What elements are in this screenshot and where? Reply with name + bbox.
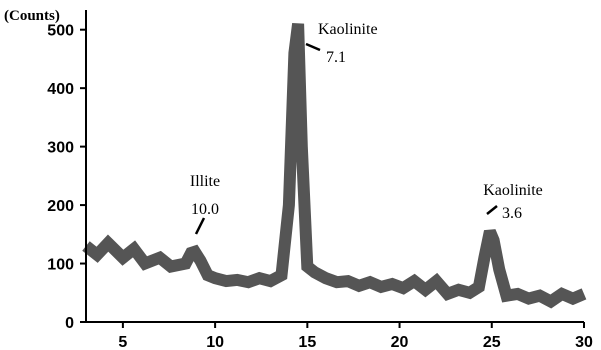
x-tick-label: 30 [575, 334, 593, 350]
annotation-d-spacing-label: 10.0 [191, 201, 219, 218]
y-tick-label: 500 [47, 23, 74, 40]
y-tick-label: 400 [47, 81, 74, 98]
annotation-d-spacing-label: 7.1 [326, 49, 346, 66]
annotation-mineral-label: Kaolinite [318, 21, 378, 38]
annotation-mineral-label: Illite [190, 173, 220, 190]
annotation-d-spacing-label: 3.6 [502, 205, 522, 222]
series-layer [82, 23, 587, 309]
axes-layer [80, 10, 585, 328]
y-axis-label: (Counts) [4, 8, 60, 24]
annotation-mineral-label: Kaolinite [483, 182, 543, 199]
text-layer: 0 100 200 300 400 500 5 10 15 20 25 30 (Counts) Illit… [4, 8, 593, 350]
series-line [82, 23, 587, 309]
y-tick-label: 0 [65, 315, 74, 332]
x-tick-label: 15 [298, 334, 316, 350]
x-tick-label: 10 [206, 334, 224, 350]
x-tick-label: 20 [391, 334, 409, 350]
x-tick-label: 25 [483, 334, 501, 350]
annotation-leader-line [305, 42, 321, 52]
y-tick-label: 100 [47, 257, 74, 274]
x-tick-label: 5 [118, 334, 127, 350]
annotation-leader-line [194, 217, 206, 235]
y-tick-label: 200 [47, 198, 74, 215]
y-tick-label: 300 [47, 140, 74, 157]
annotation-leader-line [486, 205, 498, 215]
